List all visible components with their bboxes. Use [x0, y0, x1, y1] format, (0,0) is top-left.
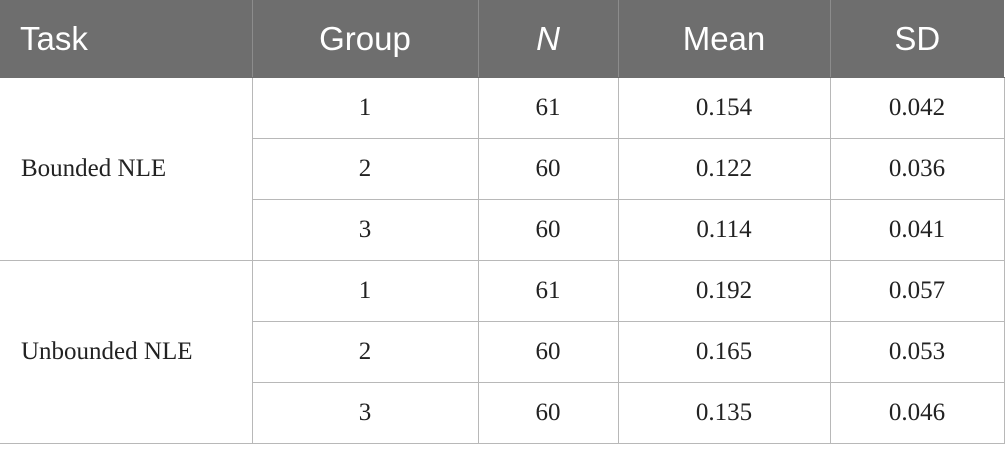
n-cell: 60 [477, 138, 619, 200]
table-row: 2 60 0.122 0.036 [0, 138, 1005, 200]
n-cell: 60 [477, 382, 619, 444]
sd-cell: 0.053 [829, 321, 1005, 383]
n-cell: 60 [477, 199, 619, 261]
sd-cell: 0.046 [829, 382, 1005, 444]
mean-cell: 0.154 [617, 77, 831, 139]
n-cell: 61 [477, 77, 619, 139]
table-header: Task Group N Mean SD [0, 0, 1004, 78]
n-cell: 60 [477, 321, 619, 383]
data-table: Task Group N Mean SD Bounded NLE 1 61 0.… [0, 0, 1005, 444]
group-cell: 1 [251, 77, 479, 139]
header-row: Task Group N Mean SD [0, 0, 1004, 78]
mean-cell: 0.114 [617, 199, 831, 261]
table-row: 2 60 0.165 0.053 [0, 321, 1005, 383]
mean-cell: 0.192 [617, 260, 831, 322]
task-cell-unbounded: Unbounded NLE [0, 260, 253, 444]
data-table-container: Task Group N Mean SD Bounded NLE 1 61 0.… [0, 0, 1005, 444]
n-cell: 61 [477, 260, 619, 322]
table-row: Bounded NLE 1 61 0.154 0.042 [0, 77, 1005, 261]
table-row: 3 60 0.114 0.041 [0, 199, 1005, 261]
mean-cell: 0.122 [617, 138, 831, 200]
mean-cell: 0.165 [617, 321, 831, 383]
header-sd: SD [829, 0, 1004, 78]
group-cell: 2 [251, 321, 479, 383]
group-cell: 2 [251, 138, 479, 200]
sd-cell: 0.036 [829, 138, 1005, 200]
header-group: Group [251, 0, 478, 78]
table-row: Unbounded NLE 1 61 0.192 0.057 [0, 260, 1005, 444]
header-n: N [477, 0, 618, 78]
header-task: Task [0, 0, 252, 78]
group-cell: 3 [251, 382, 479, 444]
task-cell-bounded: Bounded NLE [0, 77, 253, 261]
table-row: 3 60 0.135 0.046 [0, 382, 1005, 444]
mean-cell: 0.135 [617, 382, 831, 444]
header-mean: Mean [617, 0, 830, 78]
table-body: Bounded NLE 1 61 0.154 0.042 2 60 0.122 … [0, 77, 1005, 444]
group-cell: 1 [251, 260, 479, 322]
sd-cell: 0.041 [829, 199, 1005, 261]
group-cell: 3 [251, 199, 479, 261]
sd-cell: 0.057 [829, 260, 1005, 322]
sd-cell: 0.042 [829, 77, 1005, 139]
